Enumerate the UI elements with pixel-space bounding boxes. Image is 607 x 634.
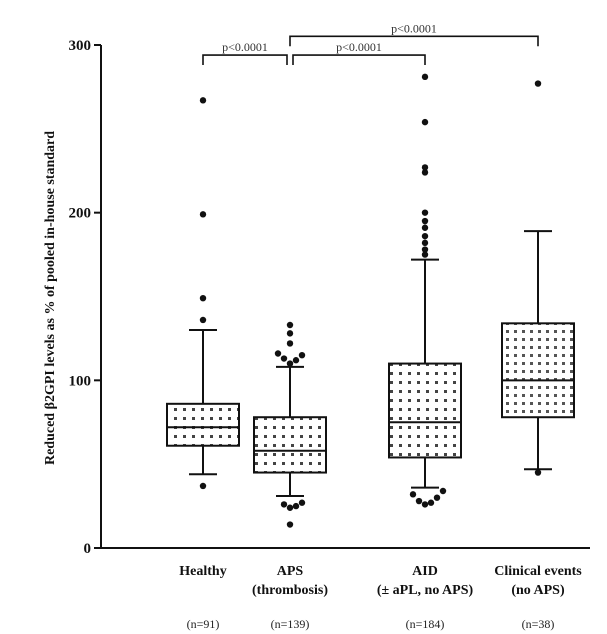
outlier-point: [421, 169, 429, 176]
outlier-point: [286, 330, 294, 337]
outlier-point: [286, 521, 294, 528]
iqr-box: [166, 402, 240, 447]
category-sublabel: (no APS): [511, 583, 565, 598]
outlier-point: [421, 251, 429, 258]
significance-brackets: p<0.0001 p<0.0001 p<0.0001: [202, 21, 539, 66]
category-label: AID: [412, 564, 438, 579]
outlier-point: [421, 73, 429, 81]
category-label: Healthy: [179, 564, 226, 579]
sample-size-label: (n=38): [522, 617, 555, 631]
sample-size-label: (n=139): [271, 617, 310, 631]
outlier-point: [286, 321, 294, 329]
outlier-point: [280, 501, 288, 508]
outlier-point: [199, 294, 207, 302]
category-sublabel: (± aPL, no APS): [377, 583, 474, 598]
outlier-point: [199, 211, 207, 218]
bracket-line: [289, 35, 539, 47]
outlier-point: [421, 501, 429, 508]
outlier-point: [439, 487, 447, 495]
significance-bracket-3: p<0.0001: [289, 21, 539, 47]
outlier-point: [286, 504, 294, 511]
outlier-point: [421, 118, 429, 126]
bracket-line: [202, 54, 288, 66]
outlier-point: [286, 360, 294, 367]
outlier-point: [421, 209, 429, 216]
iqr-box: [388, 362, 462, 459]
boxes: [166, 73, 575, 528]
x-axis-labels: Healthy (n=91) APS (thrombosis) (n=139) AID (±…: [179, 564, 582, 631]
outlier-point: [298, 351, 306, 359]
outlier-point: [421, 164, 429, 171]
outlier-point: [421, 239, 429, 247]
outlier-point: [415, 497, 423, 505]
box-group-3: [388, 73, 462, 508]
bracket-line: [292, 54, 426, 66]
significance-label: p<0.0001: [391, 21, 437, 35]
y-tick-label: 300: [69, 38, 92, 54]
category-label: Clinical events: [494, 564, 582, 579]
outlier-point: [421, 217, 429, 225]
outlier-point: [534, 80, 542, 87]
outlier-point: [409, 491, 417, 498]
outlier-point: [199, 482, 207, 490]
outlier-point: [286, 340, 294, 347]
outlier-point: [274, 350, 282, 357]
significance-bracket-2: p<0.0001: [292, 40, 426, 66]
outlier-point: [199, 97, 207, 104]
box-group-2: [253, 321, 327, 528]
outlier-point: [421, 246, 429, 253]
outlier-point: [280, 355, 288, 362]
y-tick-label: 200: [69, 206, 92, 222]
iqr-box: [501, 322, 575, 419]
y-axis-title: Reduced β2GPI levels as % of pooled in-h…: [43, 131, 58, 465]
outlier-point: [534, 469, 542, 476]
y-tick-label: 0: [84, 541, 92, 557]
outlier-point: [421, 232, 429, 240]
outlier-point: [298, 499, 306, 506]
outlier-point: [292, 502, 300, 510]
box-group-4: [501, 80, 575, 476]
outlier-point: [199, 316, 207, 324]
sample-size-label: (n=91): [187, 617, 220, 631]
outlier-point: [421, 224, 429, 231]
significance-label: p<0.0001: [222, 40, 268, 54]
y-tick-label: 100: [69, 373, 92, 389]
significance-bracket-1: p<0.0001: [202, 40, 288, 66]
category-label: APS: [277, 564, 304, 579]
axes: 0 100 200 300: [69, 38, 590, 557]
box-group-1: [166, 97, 240, 490]
significance-label: p<0.0001: [336, 40, 382, 54]
category-sublabel: (thrombosis): [252, 583, 328, 598]
outlier-point: [292, 357, 300, 364]
outlier-point: [433, 494, 441, 501]
sample-size-label: (n=184): [406, 617, 445, 631]
outlier-point: [427, 499, 435, 506]
iqr-box: [253, 416, 327, 474]
